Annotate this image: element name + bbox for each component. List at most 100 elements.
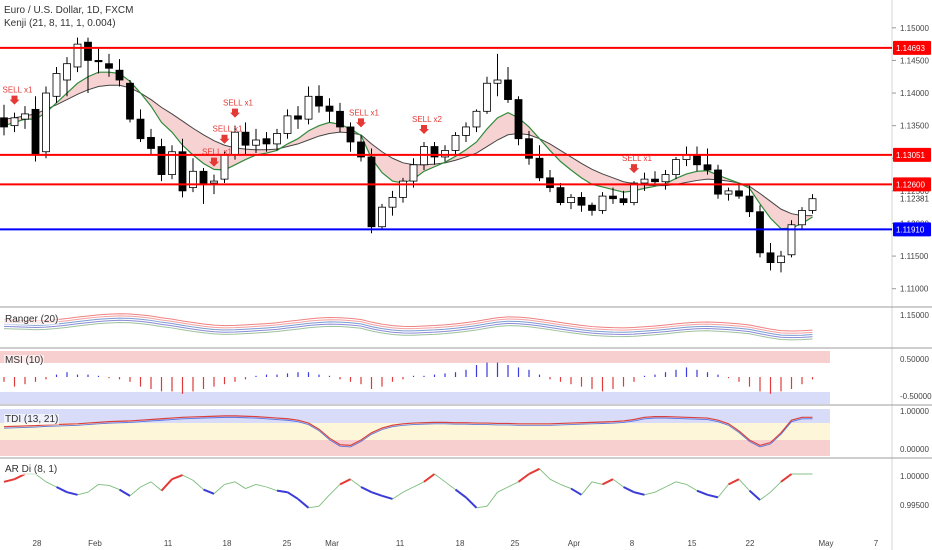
candle (126, 82, 134, 120)
ardi-segment (497, 486, 509, 493)
candle (504, 79, 512, 100)
candle (147, 136, 155, 149)
ardi-tick-label: 1.00000 (900, 472, 929, 481)
candle (367, 156, 376, 228)
candle (441, 150, 449, 158)
ardi-segment (329, 484, 341, 496)
tdi-pane-title: TDI (13, 21) (4, 414, 60, 425)
sell-signal-label: SELL x2 (412, 115, 442, 124)
ardi-segment (759, 491, 771, 501)
ardi-segment (297, 498, 310, 509)
sell-arrow-icon (219, 134, 230, 144)
candle (399, 180, 407, 198)
ardi-segment (66, 491, 78, 496)
last-price-label: 1.12381 (900, 195, 929, 204)
candle (640, 178, 649, 184)
date-tick-label: 22 (746, 539, 755, 548)
level-tag-label: 1.11910 (896, 225, 925, 234)
ardi-segment (707, 493, 719, 499)
date-tick-label: Mar (325, 539, 339, 548)
candle (745, 195, 754, 213)
candle (346, 126, 355, 143)
candle (472, 110, 481, 128)
candle (168, 151, 176, 175)
candle (115, 69, 124, 81)
ardi-segment (392, 491, 404, 500)
candle (357, 141, 365, 158)
price-tick-label: 1.11500 (900, 252, 929, 261)
date-tick-label: 15 (688, 539, 697, 548)
ardi-segment (213, 484, 225, 495)
sell-signal-label: SELL x1 (622, 154, 652, 163)
ardi-tick-label: 0.99500 (900, 501, 929, 510)
candle (651, 178, 659, 183)
ardi-segment (150, 481, 162, 491)
ardi-segment (339, 478, 351, 486)
ardi-segment (644, 491, 656, 496)
ardi-segment (286, 491, 299, 500)
candle (724, 190, 733, 195)
date-tick-label: 18 (456, 539, 465, 548)
ardi-segment (696, 489, 708, 496)
symbol-title: Euro / U.S. Dollar, 1D, FXCM (4, 5, 134, 16)
ardi-segment (234, 481, 246, 489)
ardi-segment (182, 474, 194, 481)
date-tick-label: 11 (164, 539, 173, 548)
ranger-tick-label: 1.15000 (900, 311, 929, 320)
sell-signal-label: SELL x1 (213, 125, 243, 134)
candle (598, 195, 607, 211)
ardi-segment (717, 484, 729, 498)
ardi-segment (45, 481, 57, 488)
ardi-segment (381, 494, 393, 500)
candle (42, 92, 50, 153)
ardi-segment (160, 478, 173, 492)
ardi-segment (192, 479, 204, 490)
ardi-segment (675, 481, 687, 485)
level-tag (893, 147, 931, 162)
candle (378, 206, 386, 228)
ardi-segment (528, 467, 540, 475)
ardi-segment (454, 488, 467, 499)
candle (567, 196, 575, 204)
candle (714, 169, 722, 195)
candle (756, 211, 764, 254)
indicator-title: Kenji (21, 8, 11, 1, 0.004) (4, 18, 116, 29)
date-tick-label: 11 (396, 539, 405, 548)
price-tick-label: 1.12500 (900, 187, 929, 196)
date-tick-label: 25 (283, 539, 292, 548)
candle (283, 115, 292, 134)
date-tick-label: 25 (511, 539, 520, 548)
candle (787, 224, 796, 256)
kenji-slow-line (3, 84, 813, 217)
date-tick-label: 7 (874, 539, 879, 548)
tdi-line (3, 415, 813, 447)
candle (136, 118, 145, 140)
candle (483, 82, 491, 112)
ardi-segment (255, 483, 267, 488)
ardi-segment (517, 473, 530, 483)
candle (241, 131, 250, 146)
tdi-tick-label: 1.00000 (900, 407, 929, 416)
sell-arrow-icon (419, 124, 429, 134)
candle (430, 146, 439, 158)
tdi-tick-label: 0.00000 (900, 445, 929, 454)
ardi-segment (203, 488, 215, 495)
candle (199, 170, 208, 185)
ardi-segment (591, 481, 603, 485)
candle (514, 99, 523, 140)
candle (157, 146, 166, 175)
candle (73, 43, 82, 68)
candle (577, 196, 586, 206)
candle (304, 95, 313, 120)
candle (31, 108, 40, 156)
candle (798, 210, 806, 226)
date-tick-label: Feb (88, 539, 102, 548)
ardi-segment (35, 473, 47, 483)
ardi-segment (612, 478, 624, 488)
tdi-mid-zone (0, 423, 830, 440)
candle (63, 63, 71, 81)
ardi-segment (570, 487, 583, 496)
candle (388, 196, 397, 208)
msi-tick-label: 0.50000 (900, 355, 929, 364)
